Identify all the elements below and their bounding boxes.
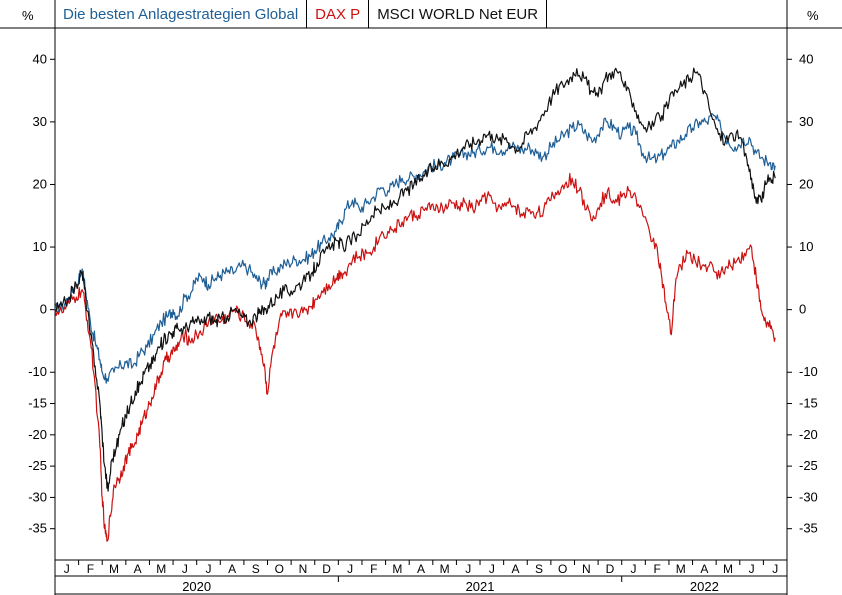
legend-item-anlagestrategien: Die besten Anlagestrategien Global: [55, 0, 308, 28]
y-unit-right: %: [807, 8, 819, 23]
month-label: N: [582, 562, 591, 576]
month-label: J: [347, 562, 353, 576]
y-tick-label-right: -30: [799, 489, 818, 504]
month-label: A: [417, 562, 425, 576]
month-label: A: [700, 562, 708, 576]
y-tick-label-right: 40: [799, 51, 813, 66]
y-tick-label-left: 40: [33, 51, 47, 66]
y-tick-label-right: 20: [799, 176, 813, 191]
month-label: A: [228, 562, 236, 576]
y-tick-label-left: -25: [28, 458, 47, 473]
y-tick-label-right: -35: [799, 521, 818, 536]
y-tick-label-left: 0: [40, 302, 47, 317]
month-label: M: [440, 562, 450, 576]
month-label: A: [134, 562, 142, 576]
month-label: J: [64, 562, 70, 576]
month-label: M: [676, 562, 686, 576]
month-label: D: [322, 562, 331, 576]
month-label: M: [156, 562, 166, 576]
month-label: A: [511, 562, 519, 576]
y-tick-label-left: -20: [28, 427, 47, 442]
y-tick-label-left: -15: [28, 396, 47, 411]
month-label: S: [252, 562, 260, 576]
month-label: S: [535, 562, 543, 576]
month-label: N: [299, 562, 308, 576]
y-tick-label-left: -35: [28, 521, 47, 536]
y-tick-label-right: 10: [799, 239, 813, 254]
y-tick-label-left: 10: [33, 239, 47, 254]
y-tick-label-left: 30: [33, 114, 47, 129]
month-label: J: [489, 562, 495, 576]
series-line-msci-world-net-eur: [54, 67, 776, 492]
legend: Die besten Anlagestrategien Global DAX P…: [55, 0, 548, 28]
month-label: J: [465, 562, 471, 576]
month-label: J: [772, 562, 778, 576]
y-tick-label-right: -15: [799, 396, 818, 411]
month-label: J: [749, 562, 755, 576]
y-tick-label-left: 20: [33, 176, 47, 191]
year-label: 2020: [182, 579, 211, 594]
y-tick-label-right: -25: [799, 458, 818, 473]
y-tick-label-right: 30: [799, 114, 813, 129]
y-tick-label-right: -10: [799, 364, 818, 379]
month-label: J: [182, 562, 188, 576]
month-label: D: [606, 562, 615, 576]
y-tick-label-right: 0: [799, 302, 806, 317]
year-label: 2021: [466, 579, 495, 594]
year-label: 2022: [690, 579, 719, 594]
series-line-dax-p: [54, 172, 776, 542]
y-tick-label-left: -10: [28, 364, 47, 379]
legend-item-dax: DAX P: [307, 0, 370, 28]
month-label: O: [558, 562, 567, 576]
month-label: M: [109, 562, 119, 576]
y-unit-left: %: [22, 8, 34, 23]
month-label: O: [275, 562, 284, 576]
month-label: F: [653, 562, 660, 576]
y-tick-label-left: -30: [28, 489, 47, 504]
month-label: M: [392, 562, 402, 576]
legend-item-msci: MSCI WORLD Net EUR: [369, 0, 548, 28]
y-tick-label-right: -20: [799, 427, 818, 442]
month-label: F: [370, 562, 377, 576]
series-line-die-besten-anlagestrategien-global: [54, 113, 776, 384]
month-label: J: [205, 562, 211, 576]
month-label: M: [723, 562, 733, 576]
month-label: J: [631, 562, 637, 576]
month-label: F: [87, 562, 94, 576]
